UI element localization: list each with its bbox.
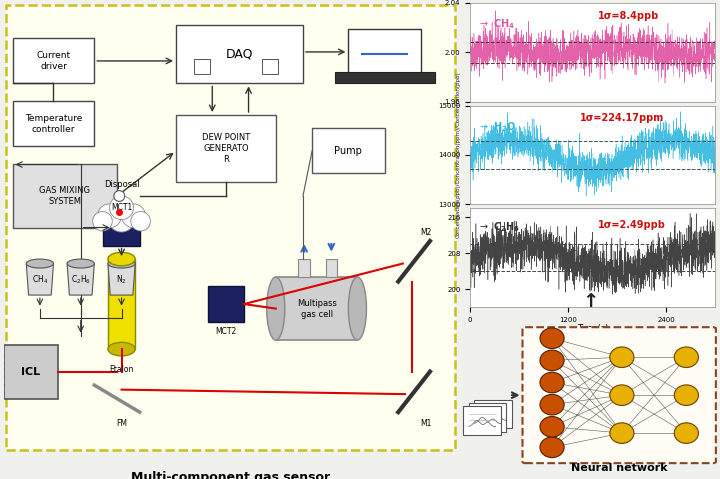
Bar	[176, 115, 276, 182]
Bar	[348, 29, 421, 74]
Circle shape	[122, 204, 145, 228]
Ellipse shape	[540, 372, 564, 393]
Ellipse shape	[108, 259, 135, 268]
Text: 1σ=8.4ppb: 1σ=8.4ppb	[598, 11, 659, 21]
Text: Etalon: Etalon	[109, 365, 134, 374]
Text: Disposal: Disposal	[104, 180, 140, 189]
Text: C$_2$H$_6$: C$_2$H$_6$	[71, 273, 91, 285]
Text: M1: M1	[420, 419, 431, 428]
Ellipse shape	[610, 423, 634, 444]
Text: DAQ: DAQ	[226, 48, 253, 61]
Ellipse shape	[674, 423, 698, 444]
Text: $\rightarrow$ $\mathbf{H_2O}$: $\rightarrow$ $\mathbf{H_2O}$	[477, 120, 516, 134]
Text: $\rightarrow$ $\mathbf{CH_4}$: $\rightarrow$ $\mathbf{CH_4}$	[477, 18, 514, 32]
Text: FM: FM	[116, 419, 127, 428]
Circle shape	[109, 196, 133, 219]
Polygon shape	[27, 263, 53, 295]
Bar	[325, 259, 337, 277]
Text: ↑: ↑	[582, 292, 599, 311]
Text: DEW POINT
GENERATO
R: DEW POINT GENERATO R	[202, 133, 250, 164]
Ellipse shape	[348, 277, 366, 340]
Bar	[469, 403, 506, 432]
Bar	[108, 259, 135, 349]
Ellipse shape	[540, 328, 564, 349]
Ellipse shape	[674, 347, 698, 367]
Text: M2: M2	[420, 228, 431, 237]
FancyBboxPatch shape	[523, 327, 716, 463]
Ellipse shape	[108, 252, 135, 266]
Ellipse shape	[67, 259, 94, 268]
Bar	[299, 259, 310, 277]
Circle shape	[114, 191, 125, 201]
Ellipse shape	[27, 259, 53, 268]
Bar	[13, 38, 94, 83]
Text: N$_2$: N$_2$	[116, 273, 127, 285]
Bar	[276, 277, 357, 340]
Circle shape	[93, 212, 112, 231]
Circle shape	[131, 212, 150, 231]
Ellipse shape	[266, 277, 285, 340]
Text: $\rightarrow$ $\mathbf{C_2H_6}$: $\rightarrow$ $\mathbf{C_2H_6}$	[477, 220, 519, 234]
Polygon shape	[67, 263, 94, 295]
Text: Neural network: Neural network	[571, 463, 667, 473]
Ellipse shape	[674, 385, 698, 405]
Bar	[335, 72, 435, 83]
Text: GAS MIXING
SYSTEM: GAS MIXING SYSTEM	[40, 186, 90, 206]
Text: ICL: ICL	[22, 366, 40, 376]
Circle shape	[108, 205, 135, 232]
Bar	[312, 128, 384, 173]
Text: 1σ=2.49ppb: 1σ=2.49ppb	[598, 220, 665, 230]
Ellipse shape	[108, 342, 135, 356]
Bar	[194, 59, 210, 74]
Text: Pump: Pump	[334, 146, 362, 156]
Bar	[104, 214, 140, 246]
X-axis label: Time(s): Time(s)	[577, 324, 608, 333]
Text: MCT1: MCT1	[111, 203, 132, 212]
Bar	[474, 400, 512, 428]
Ellipse shape	[540, 350, 564, 371]
Bar	[4, 344, 58, 399]
Ellipse shape	[540, 437, 564, 457]
Text: Multi-component gas sensor: Multi-component gas sensor	[131, 471, 330, 479]
Text: Current
driver: Current driver	[37, 51, 71, 71]
Ellipse shape	[540, 417, 564, 437]
Polygon shape	[108, 263, 135, 295]
Bar	[207, 286, 244, 322]
Text: MCT2: MCT2	[215, 327, 236, 336]
Ellipse shape	[610, 347, 634, 367]
Text: Concentration(ppb)/Concentration(ppm)/Concentration(ppb): Concentration(ppb)/Concentration(ppm)/Co…	[456, 72, 461, 238]
Bar	[176, 25, 303, 83]
Text: 1σ=224.17ppm: 1σ=224.17ppm	[580, 114, 665, 124]
Bar	[262, 59, 278, 74]
Text: Temperature
controller: Temperature controller	[24, 114, 82, 134]
Bar	[464, 406, 501, 435]
Circle shape	[98, 204, 122, 228]
Text: Multipass
gas cell: Multipass gas cell	[297, 298, 336, 319]
Ellipse shape	[540, 394, 564, 415]
Ellipse shape	[610, 385, 634, 405]
Text: CH$_4$: CH$_4$	[32, 273, 48, 285]
Bar	[13, 102, 94, 147]
Bar	[13, 164, 117, 228]
